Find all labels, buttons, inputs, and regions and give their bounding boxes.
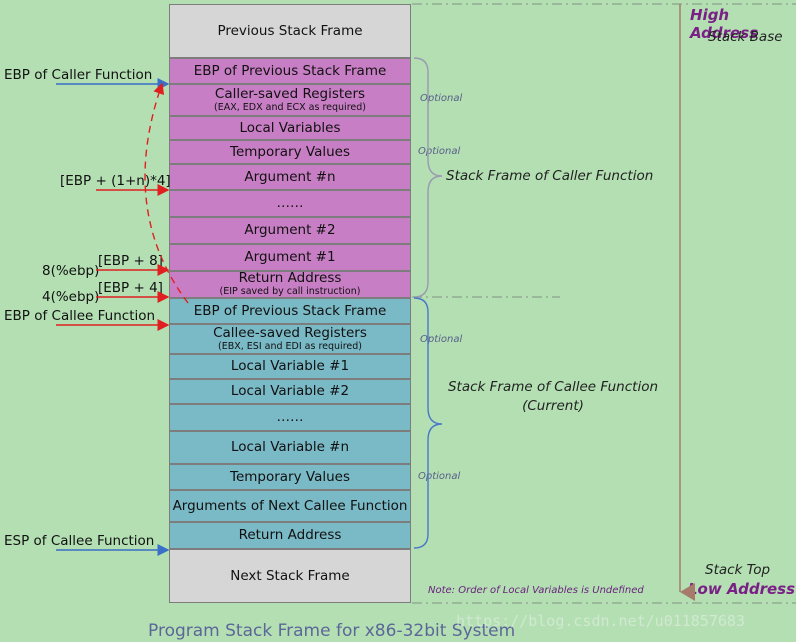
stack-cell-label: Temporary Values bbox=[230, 143, 350, 160]
stack-cell-callee-temp: Temporary Values bbox=[169, 464, 411, 490]
caller-frame-label: Stack Frame of Caller Function bbox=[446, 168, 654, 184]
stack-cell-caller-dots: …… bbox=[169, 190, 411, 217]
stack-cell-caller-ebp: EBP of Previous Stack Frame bbox=[169, 58, 411, 84]
stack-cell-sublabel: (EAX, EDX and ECX as required) bbox=[214, 101, 366, 113]
ebp-caller-label: EBP of Caller Function bbox=[4, 67, 153, 83]
diagram-caption: Program Stack Frame for x86-32bit System bbox=[148, 621, 516, 641]
stack-cell-label: …… bbox=[276, 409, 304, 425]
stack-cell-callee-lvn: Local Variable #n bbox=[169, 431, 411, 464]
stack-cell-label: Local Variable #n bbox=[230, 439, 350, 455]
stack-cell-caller-temp: Temporary Values bbox=[169, 140, 411, 164]
stack-cell-label: Local Variables bbox=[239, 119, 341, 136]
ebp-plus-n-label: [EBP + (1+n)*4] bbox=[60, 173, 171, 189]
stack-cell-prev: Previous Stack Frame bbox=[169, 4, 411, 58]
saved-ebp-link-arrow bbox=[144, 82, 189, 304]
stack-cell-callee-args: Arguments of Next Callee Function bbox=[169, 490, 411, 522]
stack-cell-label: Return Address bbox=[238, 270, 342, 286]
high-address-label: High Address bbox=[690, 6, 759, 42]
stack-cell-label: Temporary Values bbox=[230, 468, 350, 485]
stack-cell-caller-arg2: Argument #2 bbox=[169, 217, 411, 244]
pct-ebp-8-label: 8(%ebp) bbox=[42, 263, 100, 279]
stack-cell-callee-lv1: Local Variable #1 bbox=[169, 354, 411, 379]
optional-label-callee-temp: Optional bbox=[418, 471, 461, 482]
stack-cell-sublabel: (EBX, ESI and EDI as required) bbox=[218, 340, 362, 352]
optional-label-callee-saved: Optional bbox=[420, 334, 463, 345]
stack-cell-label: EBP of Previous Stack Frame bbox=[193, 302, 387, 319]
stack-cell-caller-local: Local Variables bbox=[169, 116, 411, 140]
stack-cell-label: Argument #n bbox=[244, 168, 336, 185]
stack-base-label: Stack Base bbox=[708, 29, 783, 45]
ebp-plus-4-label: [EBP + 4] bbox=[98, 280, 163, 296]
stack-cell-label: Argument #2 bbox=[244, 222, 336, 238]
stack-cell-label: Local Variable #2 bbox=[230, 383, 350, 399]
stack-cell-label: Argument #1 bbox=[244, 249, 336, 265]
optional-label-caller-saved: Optional bbox=[420, 93, 463, 104]
caller-frame-brace bbox=[413, 57, 443, 298]
callee-frame-label: Stack Frame of Callee Function bbox=[447, 379, 659, 395]
stack-cell-callee-lv2: Local Variable #2 bbox=[169, 379, 411, 404]
stack-cell-next: Next Stack Frame bbox=[169, 549, 411, 603]
callee-frame-current-label: (Current) bbox=[522, 398, 584, 414]
stack-cell-callee-ret: Return Address bbox=[169, 522, 411, 549]
stack-cell-label: Return Address bbox=[238, 527, 342, 543]
stack-cell-label: Caller-saved Registers bbox=[214, 85, 366, 102]
stack-cell-sublabel: (EIP saved by call instruction) bbox=[219, 286, 361, 297]
stack-cell-label: Previous Stack Frame bbox=[217, 22, 363, 39]
stack-cell-callee-saved: Callee-saved Registers (EBX, ESI and EDI … bbox=[169, 324, 411, 354]
stack-cell-label: Next Stack Frame bbox=[230, 567, 350, 584]
optional-label-caller-temp: Optional bbox=[418, 146, 461, 157]
stack-cell-caller-ret: Return Address (EIP saved by call instruc… bbox=[169, 271, 411, 298]
stack-cell-label: …… bbox=[276, 195, 304, 211]
low-address-label: Low Address bbox=[688, 580, 795, 598]
watermark: https://blog.csdn.net/u011857683 bbox=[456, 612, 745, 630]
stack-cell-label: Callee-saved Registers bbox=[213, 324, 367, 341]
stack-cell-label: EBP of Previous Stack Frame bbox=[193, 62, 387, 79]
stack-cell-label: Local Variable #1 bbox=[230, 358, 350, 374]
stack-top-label: Stack Top bbox=[705, 562, 771, 578]
stack-cell-caller-arg1: Argument #1 bbox=[169, 244, 411, 271]
pct-ebp-4-label: 4(%ebp) bbox=[42, 289, 100, 305]
ebp-plus-8-label: [EBP + 8] bbox=[98, 253, 163, 269]
stack-cell-caller-saved: Caller-saved Registers (EAX, EDX and ECX … bbox=[169, 84, 411, 116]
stack-cell-label: Arguments of Next Callee Function bbox=[172, 497, 408, 514]
callee-frame-brace bbox=[413, 297, 443, 549]
stack-cell-callee-dots: …… bbox=[169, 404, 411, 431]
note-label: Note: Order of Local Variables is Undefi… bbox=[428, 585, 644, 596]
ebp-callee-label: EBP of Callee Function bbox=[4, 308, 156, 324]
stack-cell-caller-argn: Argument #n bbox=[169, 164, 411, 190]
stack-cell-callee-ebp: EBP of Previous Stack Frame bbox=[169, 298, 411, 324]
esp-callee-label: ESP of Callee Function bbox=[4, 533, 155, 549]
